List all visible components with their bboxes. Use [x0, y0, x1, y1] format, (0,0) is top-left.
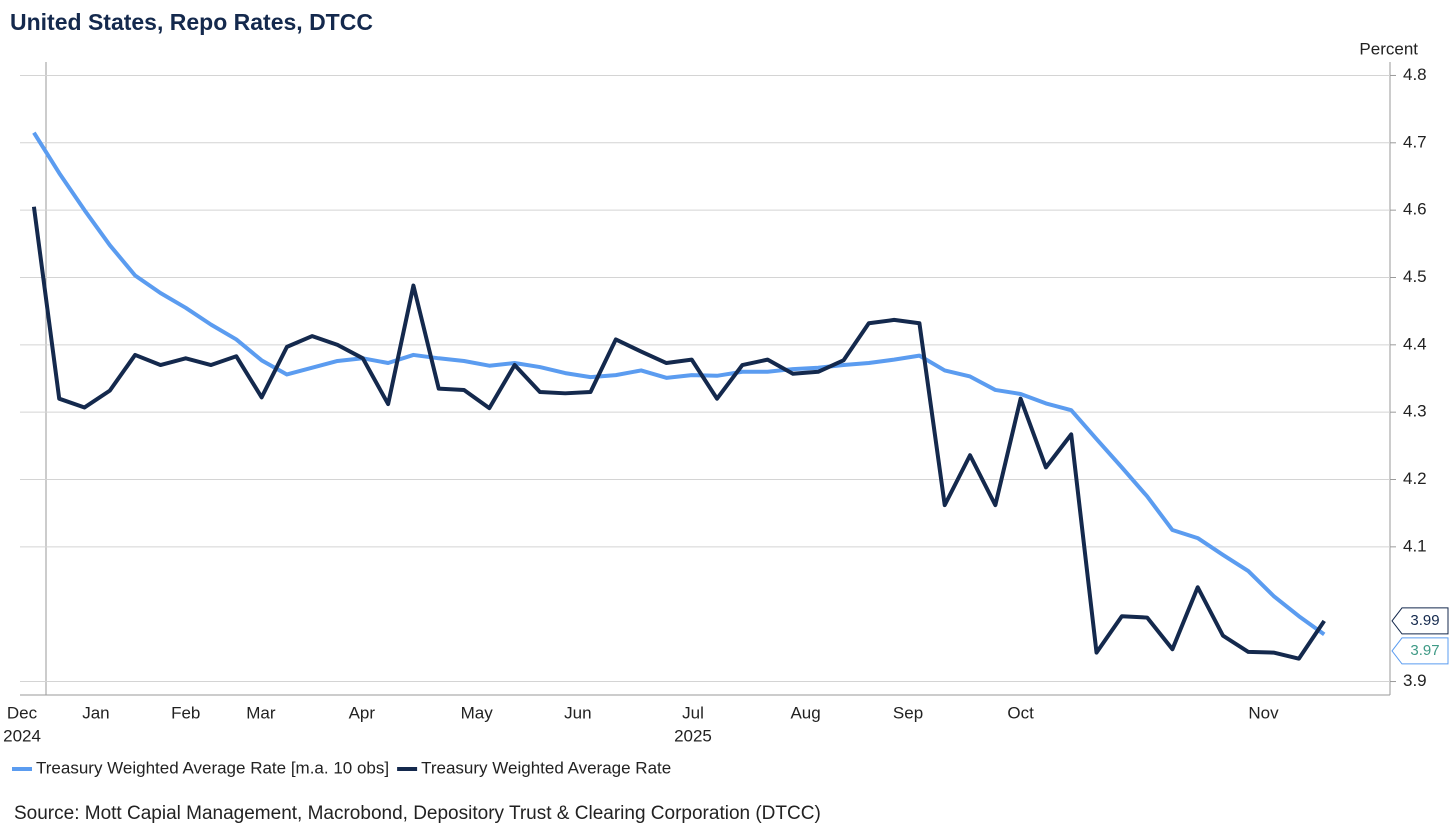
source-note: Source: Mott Capial Management, Macrobon… [14, 803, 821, 824]
x-tick-label: May [461, 703, 494, 722]
y-axis-label: Percent [1359, 39, 1418, 58]
x-tick-label: Feb [171, 703, 200, 722]
end-label-text: 3.97 [1410, 642, 1439, 659]
y-tick-label: 4.7 [1403, 132, 1427, 151]
end-label: 3.99 [1391, 607, 1449, 635]
y-tick-label: 4.5 [1403, 267, 1427, 286]
data-line [32, 131, 1326, 637]
end-label: 3.97 [1391, 637, 1449, 665]
x-tick-label: Oct [1007, 703, 1034, 722]
y-tick-label: 4.8 [1403, 65, 1427, 84]
x-tick-label: Jan [82, 703, 109, 722]
y-tick-label: 3.9 [1403, 671, 1427, 690]
end-label-text: 3.99 [1410, 612, 1439, 629]
x-tick-label: Jun [564, 703, 591, 722]
y-tick-label: 4.3 [1403, 402, 1427, 421]
data-line [31, 206, 1326, 661]
x-tick-label: Nov [1248, 703, 1279, 722]
x-year-label: 2025 [674, 726, 712, 745]
legend-label: Treasury Weighted Average Rate [421, 758, 671, 777]
y-tick-label: 4.6 [1403, 200, 1427, 219]
y-tick-label: 4.4 [1403, 334, 1427, 353]
x-tick-label: Jul [682, 703, 704, 722]
end-label-box [1391, 637, 1449, 665]
x-tick-label: Apr [349, 703, 376, 722]
y-tick-label: 4.2 [1403, 469, 1427, 488]
y-tick-label: 4.1 [1403, 536, 1427, 555]
x-tick-label: Aug [790, 703, 820, 722]
chart-title: United States, Repo Rates, DTCC [10, 9, 373, 35]
end-label-box [1391, 607, 1449, 635]
x-year-label: 2024 [3, 726, 41, 745]
legend-label: Treasury Weighted Average Rate [m.a. 10 … [36, 758, 389, 777]
x-tick-label: Dec [7, 703, 38, 722]
x-tick-label: Sep [893, 703, 923, 722]
x-tick-label: Mar [246, 703, 276, 722]
